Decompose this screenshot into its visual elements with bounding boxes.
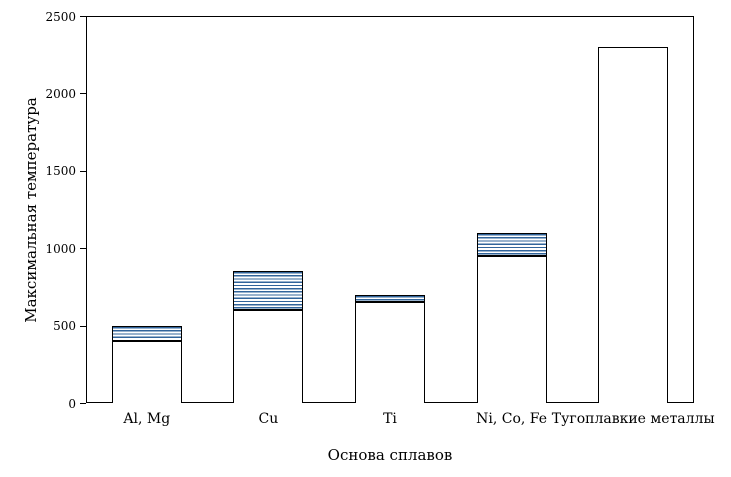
y-tick-label: 1000: [45, 241, 76, 256]
y-tick-label: 2500: [45, 9, 76, 24]
x-category-label: Ni, Co, Fe: [476, 411, 548, 427]
y-tick-label: 500: [53, 319, 76, 334]
bar-segment-solid: [233, 310, 304, 403]
bar-segment-hatched: [476, 232, 547, 256]
y-tick-mark: [80, 93, 86, 95]
bar-segment-solid: [598, 46, 669, 403]
bar-segment-hatched: [233, 271, 304, 311]
y-tick-mark: [80, 170, 86, 172]
y-tick-mark: [80, 248, 86, 250]
x-axis-title: Основа сплавов: [327, 446, 453, 464]
bar-segment-solid: [476, 255, 547, 403]
y-tick-mark: [80, 16, 86, 17]
x-category-label: Cu: [258, 411, 279, 427]
y-tick-label: 0: [68, 396, 76, 411]
bar-segment-hatched: [355, 294, 425, 303]
bar-segment-solid: [355, 302, 425, 403]
bar-segment-solid: [111, 341, 182, 403]
x-category-label: Al, Mg: [123, 411, 171, 427]
y-axis-title: Максимальная температура: [22, 97, 40, 323]
y-tick-mark: [80, 403, 86, 404]
y-tick-label: 2000: [45, 86, 76, 101]
y-tick-label: 1500: [45, 164, 76, 179]
y-tick-mark: [80, 325, 86, 327]
x-category-label: Ti: [383, 411, 397, 427]
bar-segment-hatched: [111, 325, 182, 342]
x-category-label: Тугоплавкие металлы: [551, 411, 715, 427]
